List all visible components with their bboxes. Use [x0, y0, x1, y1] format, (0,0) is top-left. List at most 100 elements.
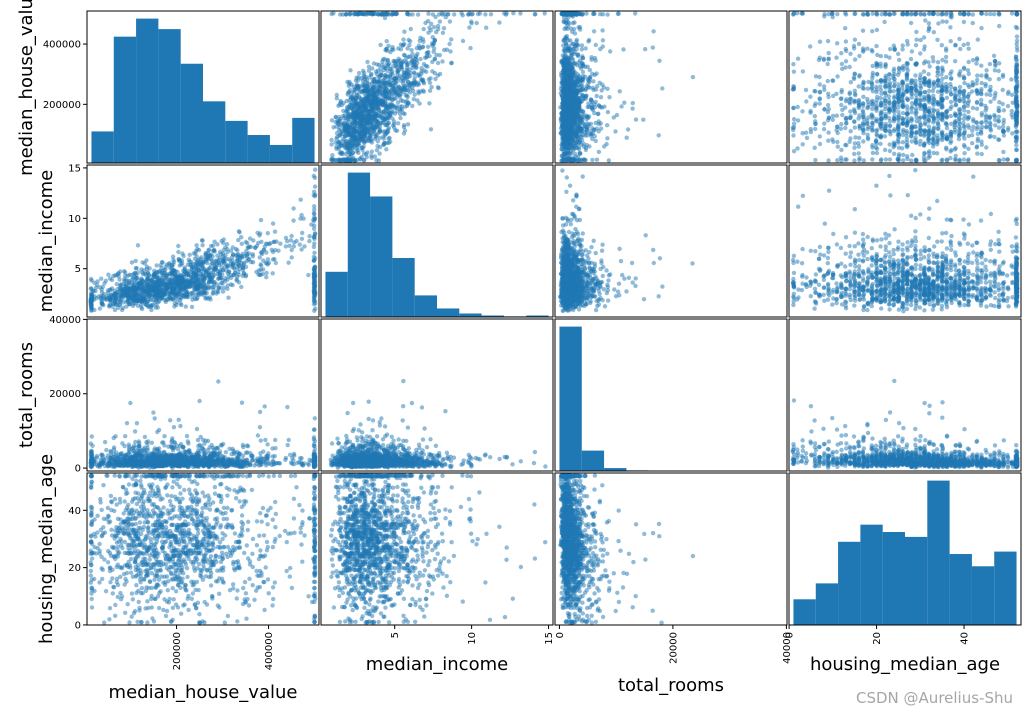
scatter-point [447, 41, 452, 47]
scatter-point [817, 97, 822, 102]
scatter-point [813, 157, 818, 163]
scatter-point [965, 123, 971, 128]
scatter-point [904, 74, 910, 79]
scatter-point [958, 126, 963, 131]
scatter-point [948, 140, 953, 145]
scatter-point [917, 142, 923, 147]
scatter-point [343, 12, 349, 17]
scatter-point [410, 12, 415, 17]
scatter-point [822, 11, 827, 17]
scatter-point [931, 107, 936, 112]
scatter-point [866, 79, 871, 85]
scatter-point [970, 141, 975, 146]
scatter-point [826, 138, 831, 143]
scatter-point [984, 92, 989, 97]
scatter-point [874, 128, 879, 134]
scatter-point [931, 59, 936, 64]
scatter-point [624, 135, 629, 140]
scatter-point [953, 118, 958, 124]
scatter-point [909, 158, 914, 163]
scatter-point [352, 88, 358, 93]
scatter-point [384, 147, 389, 152]
scatter-point [573, 43, 578, 49]
scatter-point [402, 71, 407, 76]
scatter-point [483, 12, 488, 17]
scatter-point [948, 84, 954, 90]
scatter-point [377, 151, 382, 156]
scatter-point [962, 100, 967, 105]
scatter-point [1000, 101, 1005, 107]
scatter-point [957, 84, 963, 90]
scatter-point [600, 82, 605, 87]
scatter-point [979, 11, 984, 16]
scatter-point [983, 81, 988, 87]
scatter-point [935, 133, 940, 138]
scatter-point [900, 140, 906, 145]
scatter-point [1013, 123, 1018, 128]
scatter-point [910, 91, 915, 97]
scatter-point [385, 121, 391, 126]
scatter-point [939, 43, 944, 48]
scatter-point [600, 12, 606, 17]
scatter-point [817, 101, 822, 106]
scatter-point [996, 118, 1001, 123]
scatter-point [852, 100, 857, 105]
scatter-point [974, 100, 980, 106]
scatter-point [1001, 129, 1006, 134]
scatter-point [390, 91, 395, 97]
scatter-point [381, 110, 387, 115]
scatter-point [926, 136, 931, 142]
scatter-point [594, 157, 600, 162]
scatter-point [379, 11, 385, 16]
scatter-point [896, 124, 901, 129]
scatter-point [356, 142, 361, 147]
scatter-point [572, 51, 577, 56]
scatter-point [984, 75, 989, 80]
scatter-point [909, 124, 914, 130]
scatter-point [891, 95, 897, 101]
scatter-point [578, 27, 583, 32]
scatter-point [939, 96, 944, 101]
scatter-point [887, 76, 892, 82]
scatter-point [892, 84, 897, 89]
hist-bar-median_house_value-5 [202, 101, 226, 163]
scatter-point [874, 84, 879, 90]
scatter-point [944, 122, 950, 128]
scatter-point [402, 128, 408, 133]
scatter-point [860, 28, 866, 33]
scatter-point [370, 77, 375, 83]
scatter-point [958, 69, 963, 74]
scatter-point [909, 134, 914, 139]
scatter-point [905, 61, 910, 66]
scatter-point [430, 69, 435, 74]
scatter-point [427, 88, 433, 93]
scatter-point [412, 92, 417, 97]
scatter-point [870, 75, 875, 81]
scatter-point [883, 73, 889, 79]
scatter-point [330, 153, 335, 158]
scatter-point [852, 125, 858, 130]
scatter-point [347, 111, 352, 117]
scatter-point [900, 132, 906, 138]
scatter-point [412, 71, 417, 76]
scatter-point [607, 95, 612, 100]
scatter-point [918, 51, 923, 56]
scatter-point [475, 11, 481, 17]
scatter-point [590, 71, 595, 77]
scatter-point [410, 103, 415, 109]
scatter-point [861, 120, 866, 126]
scatter-point [825, 78, 830, 84]
scatter-point [900, 121, 905, 127]
scatter-point [957, 36, 962, 42]
scatter-point [791, 86, 796, 92]
scatter-point [404, 56, 409, 61]
scatter-point [965, 158, 971, 163]
scatter-point [376, 78, 381, 84]
scatter-point [909, 12, 914, 17]
scatter-point [869, 85, 875, 90]
scatter-point [592, 11, 597, 16]
scatter-point [874, 150, 880, 156]
scatter-point [390, 110, 395, 115]
scatter-point [1000, 87, 1005, 93]
scatter-point [580, 83, 585, 89]
